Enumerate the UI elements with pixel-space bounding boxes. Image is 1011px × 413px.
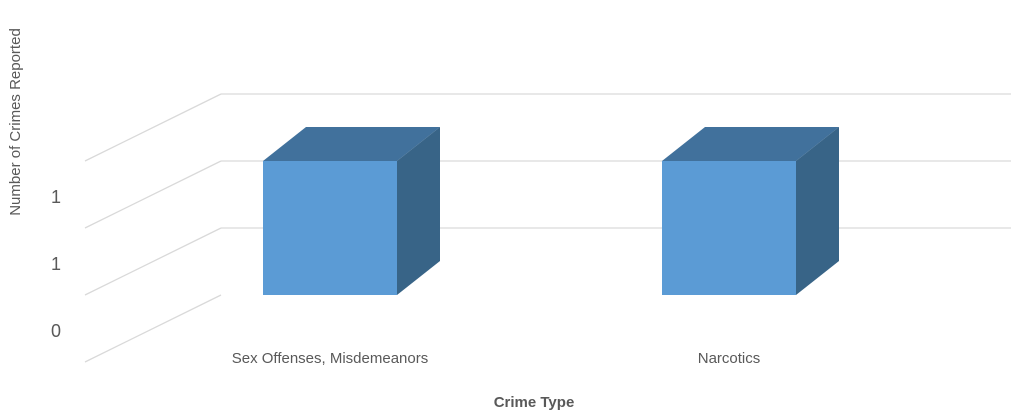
bar-front [263, 161, 397, 295]
y-tick-labels: 0 1 1 [51, 187, 61, 341]
gridline-diagonal [84, 227, 222, 296]
x-tick-label: Narcotics [698, 350, 761, 367]
gridline-diagonal [84, 160, 222, 229]
bar [662, 127, 839, 295]
y-tick-label: 0 [51, 321, 61, 341]
bars [263, 127, 839, 295]
x-axis-title: Crime Type [494, 394, 575, 411]
y-tick-label: 1 [51, 187, 61, 207]
gridline-diagonal [84, 294, 222, 363]
x-tick-label: Sex Offenses, Misdemeanors [232, 350, 428, 367]
bar [263, 127, 440, 295]
y-tick-label: 1 [51, 254, 61, 274]
bar-front [662, 161, 796, 295]
bar-side [796, 127, 839, 295]
x-tick-labels: Sex Offenses, Misdemeanors Narcotics [232, 350, 761, 367]
bar-top [263, 127, 440, 161]
gridline-diagonal [84, 93, 222, 162]
bar-side [397, 127, 440, 295]
gridlines [84, 93, 1011, 363]
y-axis-title: Number of Crimes Reported [7, 28, 24, 216]
bar-top [662, 127, 839, 161]
